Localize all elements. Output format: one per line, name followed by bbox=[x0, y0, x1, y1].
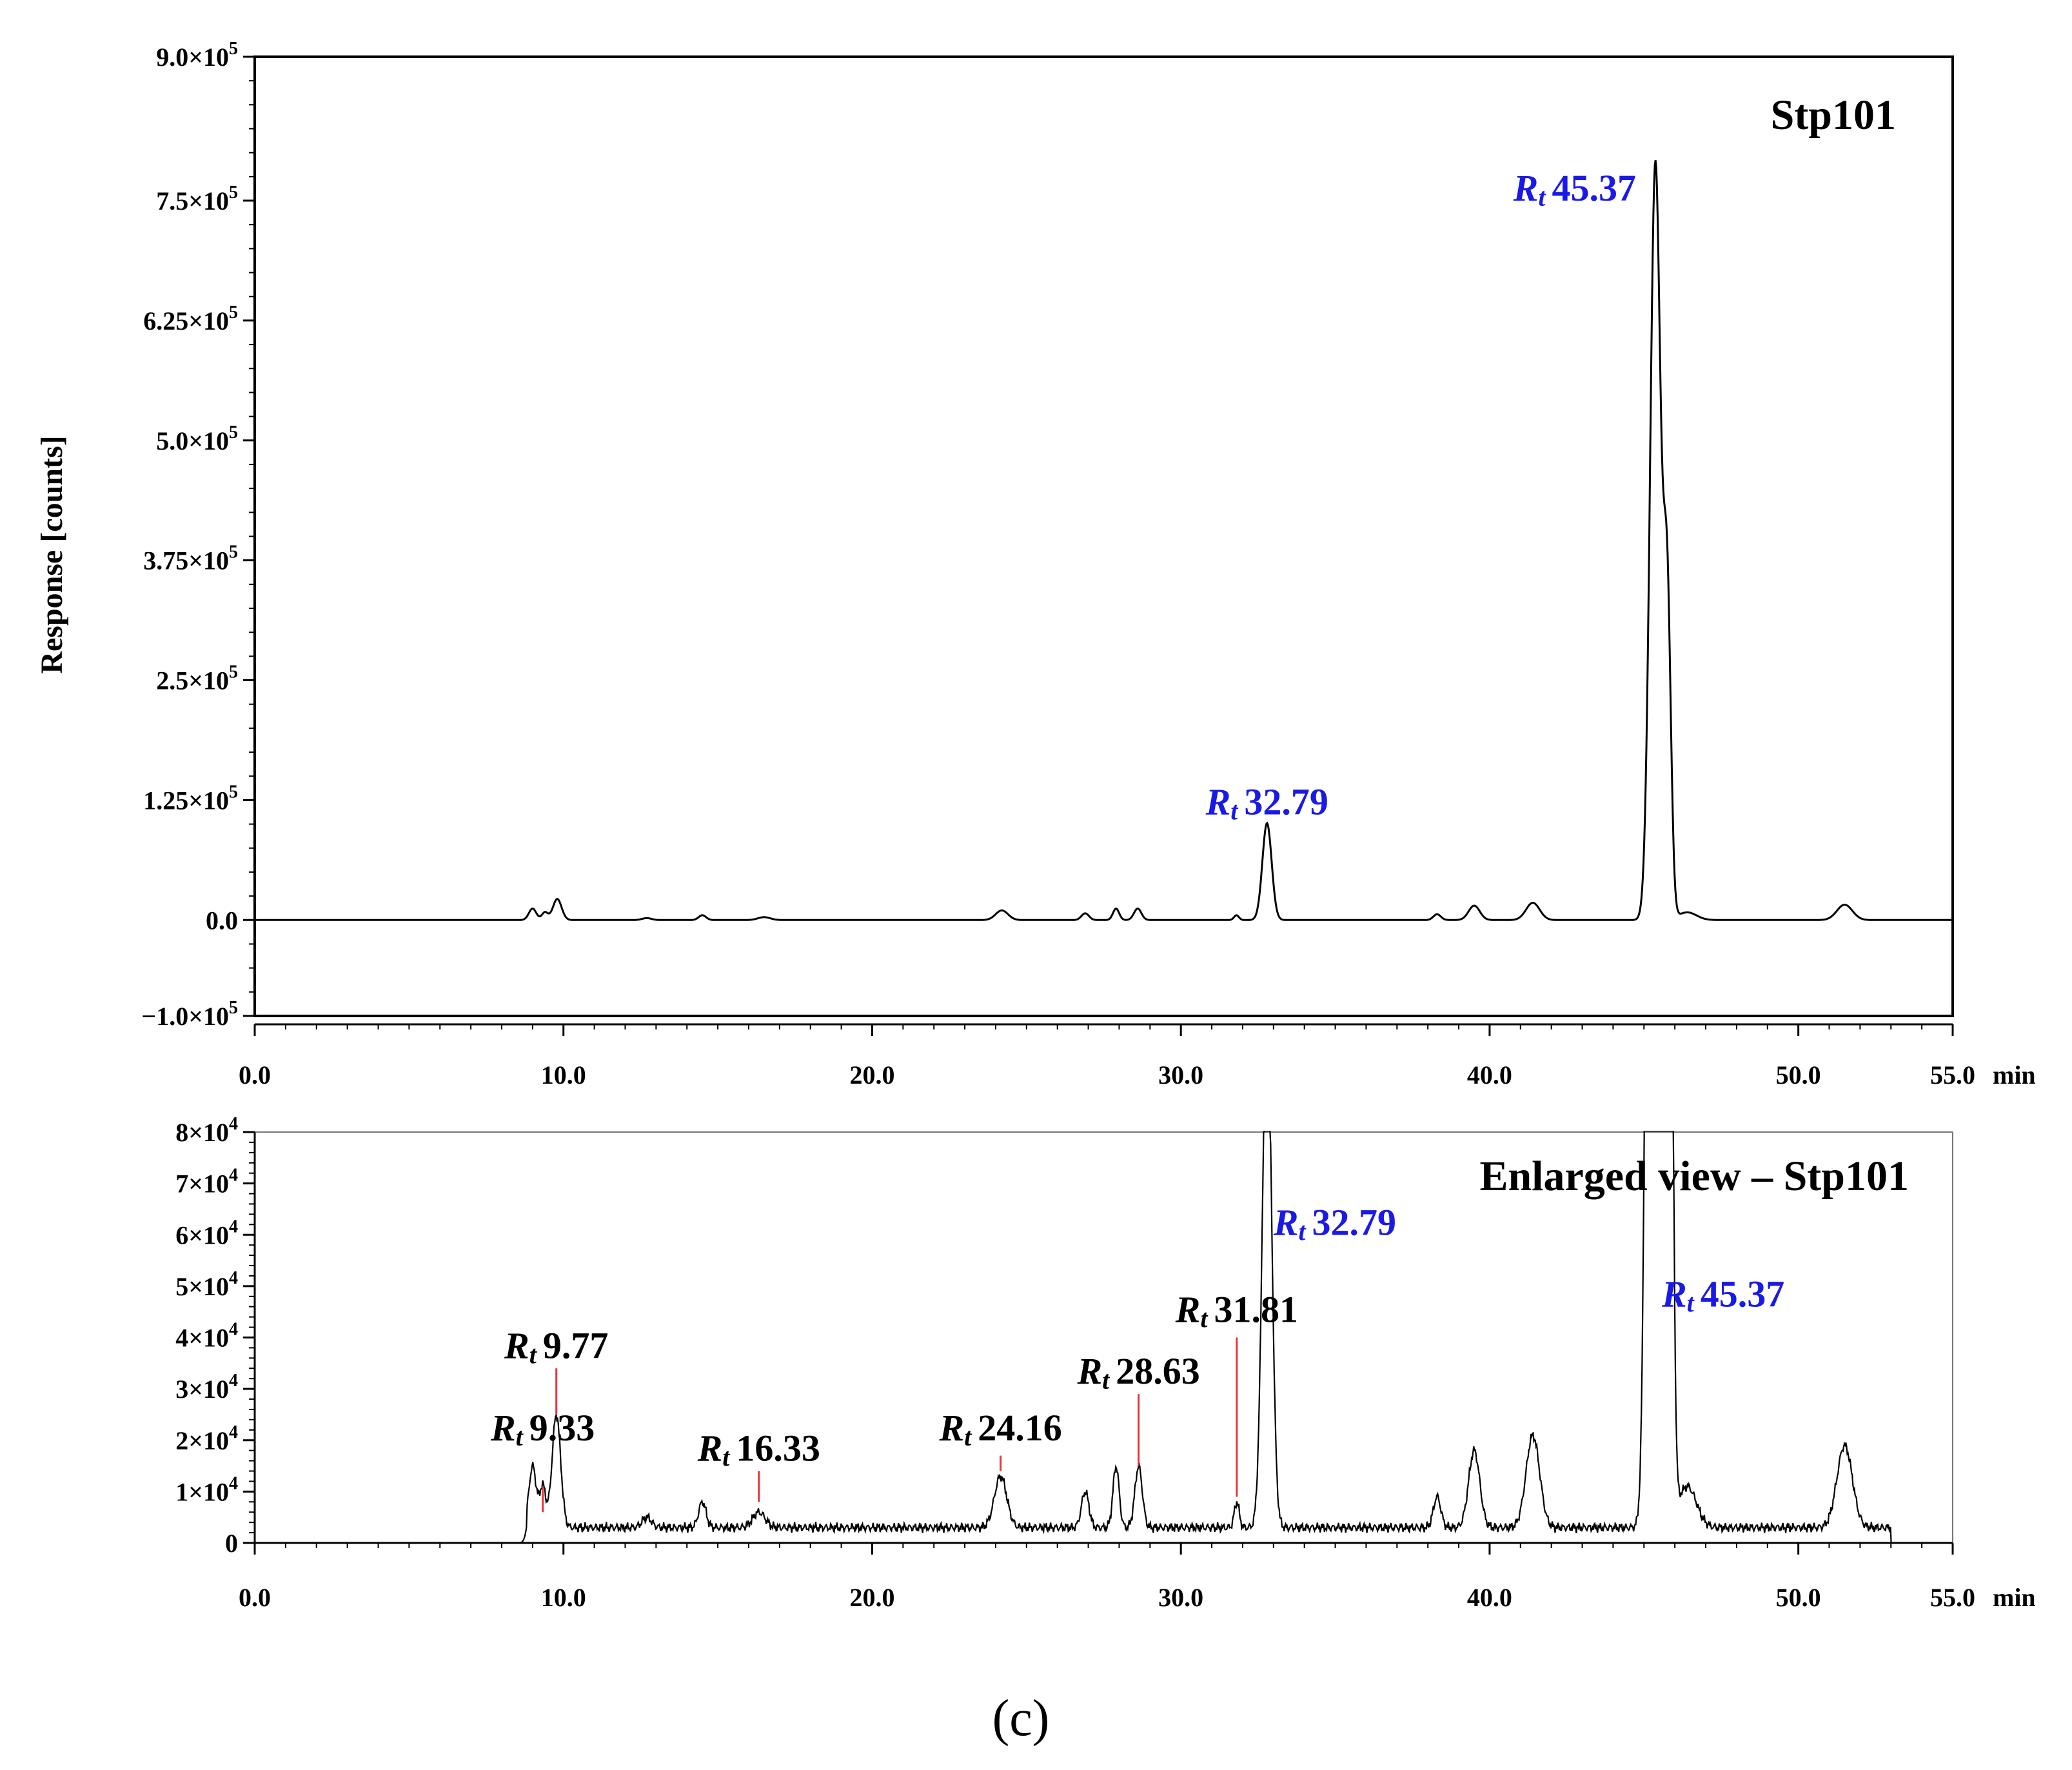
y-tick-label: 2.5×105 bbox=[156, 662, 238, 695]
peak-label: Rt 31.81 bbox=[1175, 1289, 1298, 1333]
y-tick-label: 0.0 bbox=[206, 906, 238, 935]
peak-label: Rt 9.33 bbox=[490, 1407, 595, 1451]
x-tick-label: 55.0 bbox=[1930, 1060, 1975, 1089]
y-tick-label: −1.0×105 bbox=[141, 998, 238, 1031]
peak-label: Rt 32.79 bbox=[1273, 1201, 1396, 1246]
y-tick-label: 3×104 bbox=[175, 1371, 238, 1404]
x-tick-label: 30.0 bbox=[1158, 1583, 1203, 1612]
y-axis: 0 1×104 2×104 3×104 4×104 5×104 6×104 7×104 8×10… bbox=[175, 1114, 255, 1558]
x-axis: 0.0 10.0 20.0 30.0 40.0 50.0 55.0 min bbox=[239, 1542, 2036, 1612]
peak-label: Rt 45.37 bbox=[1513, 167, 1636, 212]
chromatogram-trace bbox=[255, 1131, 1953, 1544]
y-tick-label: 0 bbox=[225, 1529, 238, 1558]
x-tick-label: 0.0 bbox=[239, 1583, 271, 1612]
chromatogram-trace bbox=[255, 160, 1953, 921]
x-tick-label: 55.0 bbox=[1930, 1583, 1975, 1612]
y-axis: −1.0×105 0.0 1.25×105 2.5×105 3.75×105 5.0×10… bbox=[141, 39, 255, 1031]
y-tick-label: 8×104 bbox=[175, 1114, 238, 1147]
y-tick-label: 4×104 bbox=[175, 1320, 238, 1353]
x-tick-label: 20.0 bbox=[849, 1060, 894, 1089]
y-tick-label: 7.5×105 bbox=[156, 183, 238, 215]
x-tick-label: 0.0 bbox=[239, 1060, 271, 1089]
chart-title: Enlarged view – Stp101 bbox=[1479, 1153, 1909, 1200]
x-tick-label: 10.0 bbox=[541, 1060, 586, 1089]
y-tick-label: 6.25×105 bbox=[143, 303, 238, 335]
y-tick-label: 1×104 bbox=[175, 1473, 238, 1506]
chromatogram-line bbox=[255, 1131, 1953, 1544]
x-tick-label: 10.0 bbox=[541, 1583, 586, 1612]
x-tick-label: 50.0 bbox=[1776, 1583, 1821, 1612]
x-tick-label: 40.0 bbox=[1467, 1060, 1512, 1089]
y-tick-label: 2×104 bbox=[175, 1422, 238, 1455]
x-tick-label: 40.0 bbox=[1467, 1583, 1512, 1612]
peak-label: Rt 24.16 bbox=[938, 1407, 1061, 1451]
y-tick-label: 3.75×105 bbox=[143, 542, 238, 575]
y-tick-label: 5.0×105 bbox=[156, 423, 238, 455]
peak-annotations: Rt 32.79 Rt 45.37 bbox=[1205, 167, 1636, 826]
peak-annotations: Rt 32.79 Rt 45.37 Rt 9.33 Rt 9.77 Rt 16.33 Rt 24.16… bbox=[490, 1201, 1784, 1513]
peak-label: Rt 28.63 bbox=[1076, 1350, 1199, 1395]
y-tick-label: 7×104 bbox=[175, 1166, 238, 1198]
peak-label: Rt 9.77 bbox=[504, 1324, 608, 1369]
peak-label: Rt 32.79 bbox=[1205, 781, 1328, 826]
x-axis: 0.0 10.0 20.0 30.0 40.0 50.0 55.0 min bbox=[239, 1023, 2036, 1089]
enlarged-chromatogram-panel: 0 1×104 2×104 3×104 4×104 5×104 6×104 7×104 8×10… bbox=[175, 1114, 2035, 1612]
y-tick-label: 6×104 bbox=[175, 1217, 238, 1249]
y-axis-title: Response [counts] bbox=[35, 435, 69, 673]
x-tick-label: 20.0 bbox=[849, 1583, 894, 1612]
peak-label: Rt 16.33 bbox=[697, 1427, 820, 1472]
peak-label: Rt 45.37 bbox=[1661, 1273, 1784, 1318]
x-unit-label: min bbox=[1993, 1583, 2036, 1612]
x-tick-label: 30.0 bbox=[1158, 1060, 1203, 1089]
chart-title: Stp101 bbox=[1771, 92, 1896, 139]
y-tick-label: 5×104 bbox=[175, 1268, 238, 1301]
chromatogram-line bbox=[255, 160, 1953, 921]
panel-label: (c) bbox=[992, 1690, 1050, 1747]
x-unit-label: min bbox=[1993, 1060, 2036, 1089]
x-tick-label: 50.0 bbox=[1776, 1060, 1821, 1089]
full-chromatogram-panel: −1.0×1050.01.25×1052.5×1053.75×1055.0×10… bbox=[35, 39, 2036, 1089]
y-tick-label: 1.25×105 bbox=[143, 782, 238, 815]
y-tick-label: 9.0×105 bbox=[156, 39, 238, 72]
